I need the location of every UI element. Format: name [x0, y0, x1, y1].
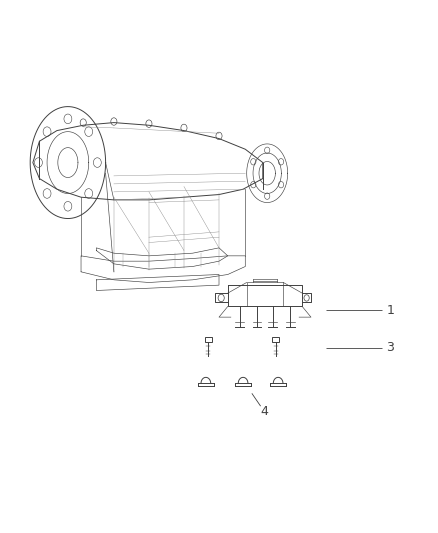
- Text: 3: 3: [386, 341, 394, 354]
- Bar: [272, 337, 279, 342]
- Text: 1: 1: [386, 304, 394, 317]
- Text: 4: 4: [261, 405, 268, 418]
- Bar: [205, 337, 212, 342]
